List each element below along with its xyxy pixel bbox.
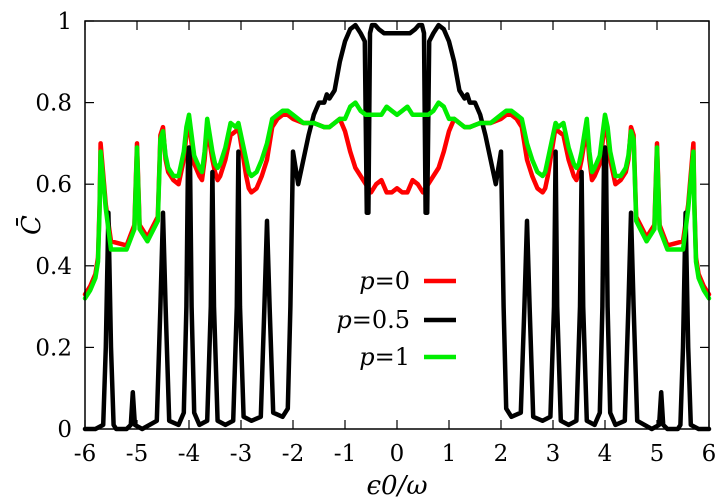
y-tick-label: 0 (57, 417, 72, 443)
x-tick-label: -2 (282, 441, 304, 467)
y-tick-label: 0.2 (35, 335, 72, 361)
x-tick-label: -5 (126, 441, 148, 467)
x-tick-label: 2 (494, 441, 509, 467)
x-tick-label: 6 (702, 441, 717, 467)
ticks-layer (84, 20, 710, 430)
legend: p=0 p=0.5 p=1 (336, 267, 456, 371)
x-tick-label: 4 (598, 441, 613, 467)
x-tick-label: -4 (178, 441, 200, 467)
x-tick-label: 0 (390, 441, 405, 467)
series-layer (82, 22, 712, 432)
y-axis-label: C̄̄ (15, 215, 47, 235)
y-tick-label: 1 (57, 9, 72, 35)
legend-label-p=1: p=1 (359, 343, 410, 371)
x-tick-label: -1 (334, 441, 356, 467)
legend-label-p=0.5: p=0.5 (336, 306, 410, 334)
series-line-p=0.5 (82, 22, 712, 432)
x-axis-label: ϵ0/ω (366, 471, 427, 501)
x-tick-label: 5 (650, 441, 665, 467)
x-tick-label: 1 (442, 441, 457, 467)
y-tick-label: 0.8 (35, 91, 72, 117)
x-tick-label: -3 (230, 441, 252, 467)
series-line-p=1 (82, 100, 712, 301)
legend-label-p=0: p=0 (359, 267, 410, 295)
y-tick-label: 0.6 (35, 172, 72, 198)
y-tick-label: 0.4 (35, 254, 72, 280)
y-tick-labels: 0 0.2 0.4 0.6 0.8 1 (35, 9, 72, 443)
x-tick-label: 3 (546, 441, 561, 467)
x-tick-label: -6 (74, 441, 96, 467)
x-tick-labels: -6 -5 -4 -3 -2 -1 0 1 2 3 4 5 6 (74, 441, 717, 467)
